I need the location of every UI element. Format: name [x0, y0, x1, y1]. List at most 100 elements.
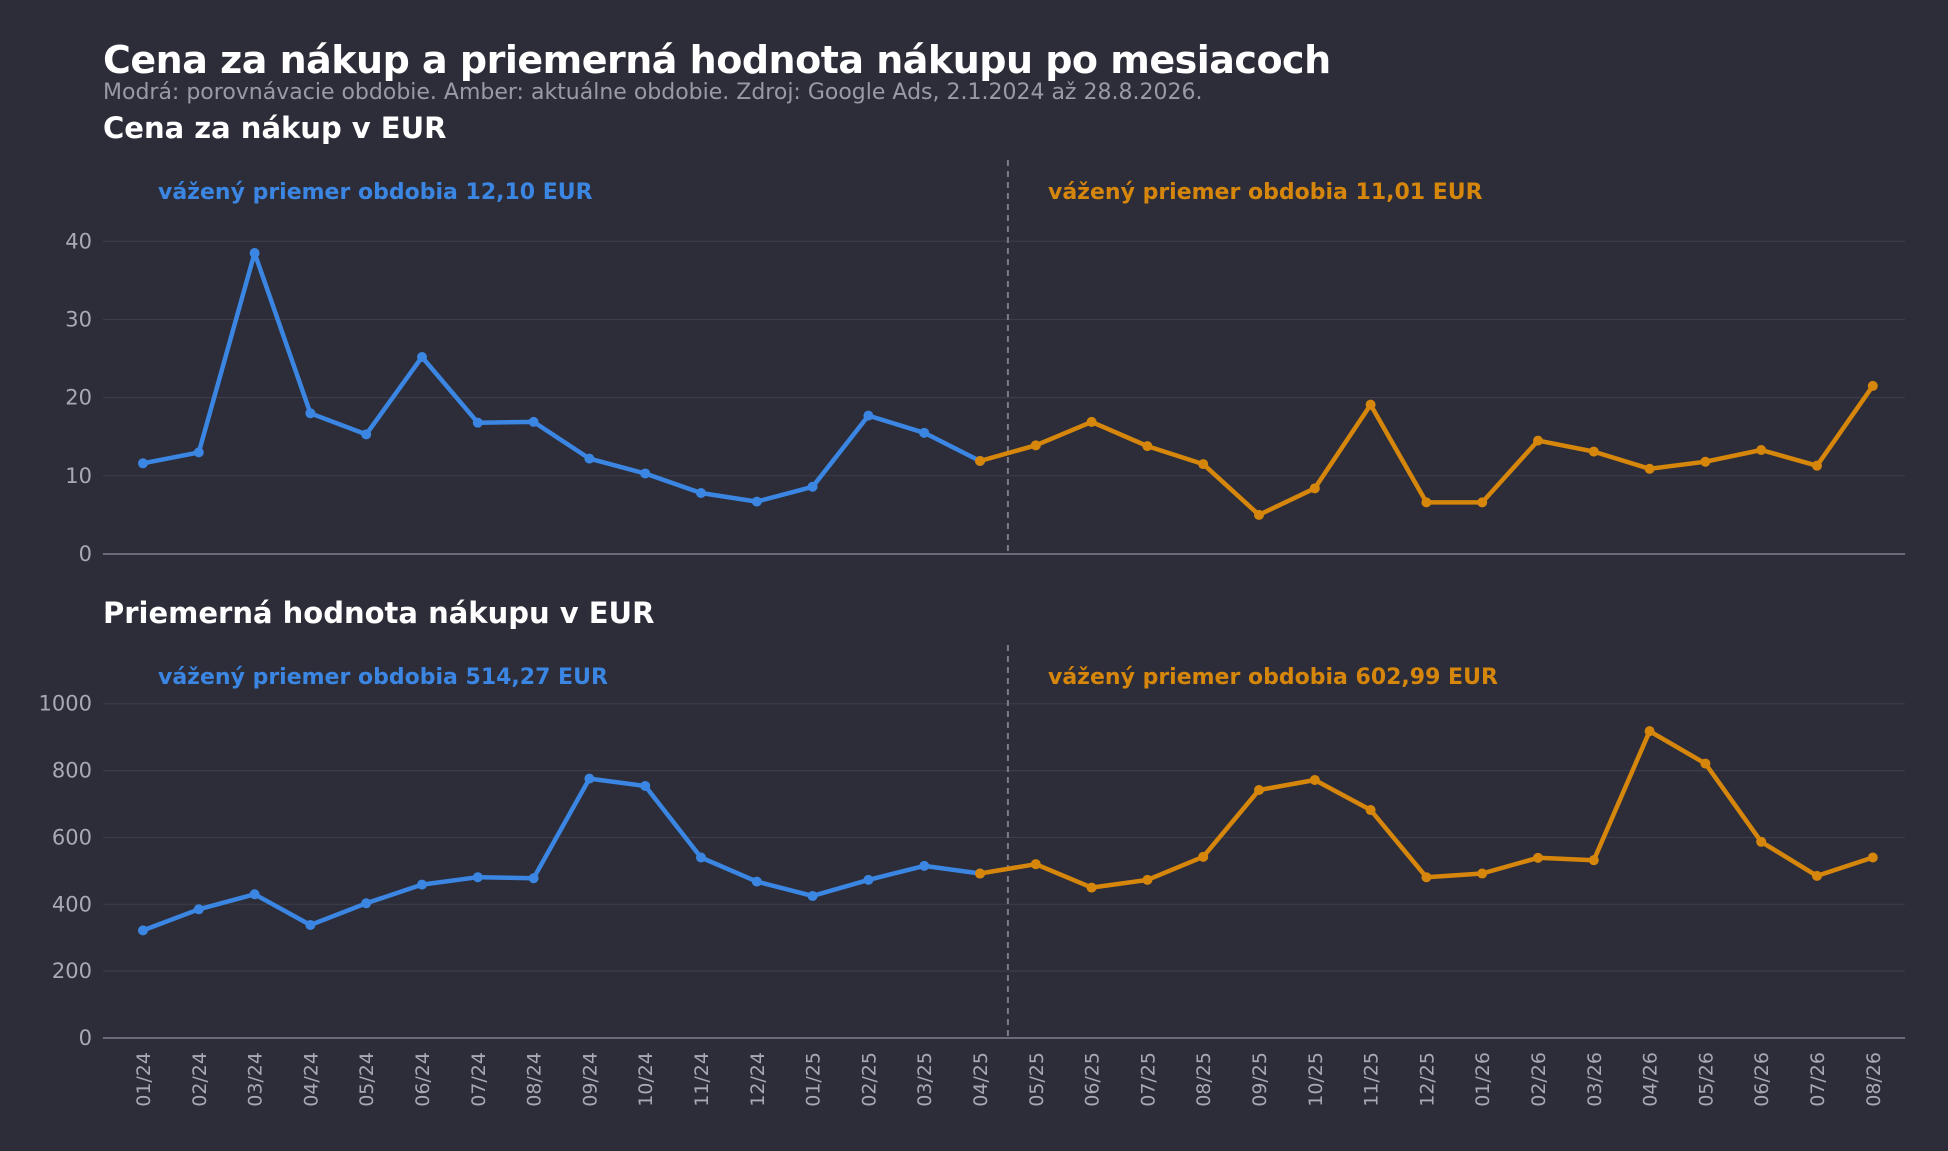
- x-tick-label: 01/24: [133, 1052, 155, 1107]
- data-point-comparison: [919, 860, 930, 871]
- weighted-average-label-current: vážený priemer obdobia 11,01 EUR: [1048, 180, 1483, 205]
- data-point-current: [1142, 441, 1153, 452]
- x-tick-label: 05/24: [356, 1052, 378, 1107]
- data-point-current: [1142, 874, 1153, 885]
- chart-panel-2: 0 200 400 600 800 1000 vážený priemer obdobia …: [39, 645, 1905, 1050]
- data-point-comparison: [584, 453, 595, 464]
- y-tick-label: 800: [52, 759, 92, 783]
- weighted-average-label-current: vážený priemer obdobia 602,99 EUR: [1048, 665, 1498, 690]
- data-point-current: [1867, 852, 1878, 863]
- data-point-comparison: [249, 889, 260, 900]
- data-point-comparison: [305, 920, 316, 931]
- data-point-comparison: [472, 872, 483, 883]
- x-tick-label: 04/25: [970, 1052, 992, 1107]
- x-tick-label: 07/26: [1807, 1052, 1829, 1107]
- data-point-current: [1421, 497, 1432, 508]
- data-point-current: [1700, 758, 1711, 769]
- data-point-current: [1365, 805, 1376, 816]
- x-tick-label: 10/24: [635, 1052, 657, 1107]
- data-point-comparison: [696, 852, 706, 863]
- data-point-current: [1309, 774, 1320, 785]
- y-tick-label: 30: [65, 307, 92, 331]
- weighted-average-label-comparison: vážený priemer obdobia 12,10 EUR: [158, 180, 593, 205]
- series-line-current: [977, 728, 1876, 890]
- weighted-average-label-comparison: vážený priemer obdobia 514,27 EUR: [158, 665, 608, 690]
- chart-main-title: Cena za nákup a priemerná hodnota nákupu…: [103, 38, 1331, 82]
- x-tick-label: 08/24: [524, 1052, 546, 1107]
- x-tick-label: 11/24: [691, 1052, 713, 1107]
- data-point-current: [1812, 460, 1822, 471]
- data-point-current: [975, 868, 985, 879]
- x-tick-label: 01/26: [1472, 1052, 1494, 1107]
- data-point-current: [1198, 851, 1209, 862]
- y-tick-label: 200: [52, 959, 92, 983]
- x-tick-label: 08/25: [1193, 1052, 1215, 1107]
- x-tick-label: 11/25: [1361, 1052, 1383, 1107]
- data-point-current: [1086, 882, 1097, 893]
- data-point-current: [1588, 446, 1599, 457]
- x-tick-label: 03/25: [914, 1052, 936, 1107]
- data-point-current: [1030, 440, 1041, 451]
- data-point-comparison: [640, 780, 651, 791]
- y-tick-label: 400: [52, 892, 92, 916]
- x-tick-label: 07/25: [1137, 1052, 1159, 1107]
- data-point-current: [1756, 445, 1767, 456]
- y-tick-label: 600: [52, 825, 92, 849]
- x-axis-ticks: 01/24 02/24 03/24 04/24 05/24 06/24 07/24 08/24…: [133, 1052, 1885, 1107]
- data-point-comparison: [807, 481, 818, 492]
- data-point-current: [1421, 872, 1432, 883]
- data-point-comparison: [863, 410, 874, 421]
- data-point-current: [1533, 852, 1543, 863]
- data-point-comparison: [361, 898, 372, 909]
- x-tick-label: 06/25: [1082, 1052, 1104, 1107]
- x-tick-label: 07/24: [468, 1052, 490, 1107]
- data-point-comparison: [584, 773, 595, 784]
- series-line-comparison: [140, 250, 983, 504]
- data-point-current: [1477, 497, 1488, 508]
- x-tick-label: 05/26: [1695, 1052, 1717, 1107]
- x-tick-label: 02/25: [858, 1052, 880, 1107]
- data-point-comparison: [528, 873, 539, 884]
- data-point-current: [975, 455, 985, 466]
- data-point-comparison: [305, 408, 316, 419]
- data-point-current: [1030, 859, 1041, 870]
- series-line-comparison: [140, 776, 983, 933]
- x-tick-label: 06/26: [1751, 1052, 1773, 1107]
- y-tick-label: 0: [79, 1026, 92, 1050]
- series-line-current: [977, 383, 1876, 518]
- data-point-comparison: [193, 447, 204, 458]
- x-tick-label: 12/24: [747, 1052, 769, 1107]
- panel-title-avg-purchase-value: Priemerná hodnota nákupu v EUR: [103, 596, 655, 630]
- data-point-comparison: [919, 427, 930, 438]
- x-tick-label: 12/25: [1416, 1052, 1438, 1107]
- data-point-comparison: [138, 458, 148, 469]
- y-tick-label: 20: [65, 386, 92, 410]
- x-tick-label: 03/24: [245, 1052, 267, 1107]
- data-point-comparison: [249, 248, 260, 258]
- data-point-comparison: [863, 874, 874, 885]
- data-point-comparison: [361, 429, 372, 440]
- data-point-current: [1086, 416, 1097, 427]
- data-point-comparison: [696, 488, 706, 499]
- data-point-comparison: [751, 496, 762, 507]
- y-tick-label: 40: [65, 229, 92, 253]
- x-tick-label: 03/26: [1584, 1052, 1606, 1107]
- data-point-current: [1365, 399, 1376, 410]
- x-tick-label: 01/25: [803, 1052, 825, 1107]
- data-point-current: [1756, 836, 1767, 847]
- x-tick-label: 09/25: [1249, 1052, 1271, 1107]
- data-point-current: [1198, 459, 1209, 470]
- data-point-current: [1644, 463, 1655, 474]
- x-tick-label: 04/26: [1640, 1052, 1662, 1107]
- x-tick-label: 04/24: [300, 1052, 322, 1107]
- data-point-current: [1254, 784, 1264, 795]
- x-tick-label: 10/25: [1305, 1052, 1327, 1107]
- data-point-comparison: [417, 351, 427, 362]
- data-point-current: [1812, 870, 1822, 881]
- data-point-current: [1309, 483, 1320, 494]
- panel-title-cost-per-purchase: Cena za nákup v EUR: [103, 111, 447, 145]
- data-point-current: [1477, 868, 1488, 879]
- data-point-current: [1588, 855, 1599, 866]
- data-point-comparison: [193, 904, 204, 915]
